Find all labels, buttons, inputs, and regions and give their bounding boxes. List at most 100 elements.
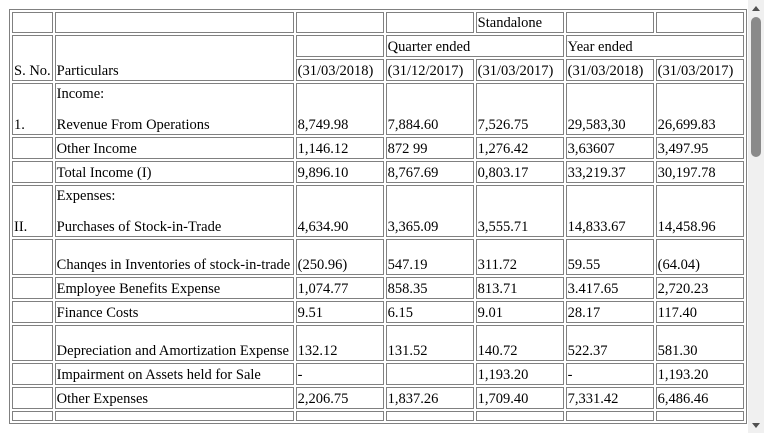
blank-cell	[385, 12, 474, 33]
value-cell	[385, 363, 474, 385]
table-row: Depreciation and Amortization Expense 13…	[12, 325, 744, 361]
particulars-cell: Expenses: Purchases of Stock-in-Trade	[54, 185, 294, 237]
value-cell: 2,720.23	[655, 277, 744, 299]
row-label: Depreciation and Amortization Expense	[54, 325, 294, 361]
sno-cell: 1.	[12, 83, 53, 135]
value-cell: 0,803.17	[475, 161, 564, 183]
value-cell: 6,486.46	[655, 387, 744, 409]
blank-cell	[295, 411, 384, 421]
scroll-up-arrow-icon[interactable]	[748, 0, 764, 16]
section-label: Income:	[56, 86, 105, 102]
blank-cell	[295, 12, 384, 33]
sno-cell	[12, 387, 53, 409]
date-header: (31/03/2017)	[475, 59, 564, 81]
value-cell: 3,497.95	[655, 137, 744, 159]
section-label: Expenses:	[56, 188, 116, 204]
value-cell: 26,699.83	[655, 83, 744, 135]
value-cell: -	[565, 363, 654, 385]
financial-results-table: Standalone S. No. Particulars Quarter en…	[9, 9, 747, 424]
value-cell: 9.51	[295, 301, 384, 323]
blank-cell	[565, 411, 654, 421]
value-cell: 9.01	[475, 301, 564, 323]
particulars-cell: Income: Revenue From Operations	[54, 83, 294, 135]
value-cell: 117.40	[655, 301, 744, 323]
value-cell: 6.15	[385, 301, 474, 323]
year-ended-header: Year ended	[565, 35, 744, 57]
value-cell: 547.19	[385, 239, 474, 275]
value-cell: 14,833.67	[565, 185, 654, 237]
value-cell: 140.72	[475, 325, 564, 361]
blank-cell	[565, 12, 654, 33]
sno-cell	[12, 137, 53, 159]
value-cell: 311.72	[475, 239, 564, 275]
value-cell: 2,206.75	[295, 387, 384, 409]
value-cell: 9,896.10	[295, 161, 384, 183]
sno-cell: II.	[12, 185, 53, 237]
row-label: Other Expenses	[54, 387, 294, 409]
particulars-header: Particulars	[54, 35, 294, 81]
value-cell: 1,074.77	[295, 277, 384, 299]
header-row-periods: S. No. Particulars Quarter ended Year en…	[12, 35, 744, 81]
header-row-dates: (31/03/2018) (31/12/2017) (31/03/2017) (…	[12, 59, 744, 81]
vertical-scrollbar[interactable]	[748, 0, 764, 433]
header-row-group: Standalone	[12, 12, 744, 33]
document-viewport: Standalone S. No. Particulars Quarter en…	[9, 9, 747, 424]
value-cell: 1,276.42	[475, 137, 564, 159]
value-cell: 7,331.42	[565, 387, 654, 409]
row-label: Finance Costs	[54, 301, 294, 323]
sno-cell	[12, 161, 53, 183]
blank-cell	[12, 12, 53, 33]
value-cell: 813.71	[475, 277, 564, 299]
value-cell: 30,197.78	[655, 161, 744, 183]
blank-cell	[54, 12, 294, 33]
blank-cell	[12, 411, 53, 421]
value-cell: 33,219.37	[565, 161, 654, 183]
date-header: (31/03/2018)	[295, 59, 384, 81]
value-cell: 1,709.40	[475, 387, 564, 409]
value-cell: 14,458.96	[655, 185, 744, 237]
value-cell: 7,526.75	[475, 83, 564, 135]
value-cell: -	[295, 363, 384, 385]
scrollbar-thumb[interactable]	[751, 17, 761, 157]
table-row: 1. Income: Revenue From Operations 8,749…	[12, 83, 744, 135]
table-row: II. Expenses: Purchases of Stock-in-Trad…	[12, 185, 744, 237]
table-row: Chanqes in Inventories of stock-in-trade…	[12, 239, 744, 275]
blank-cell	[54, 411, 294, 421]
row-label: Employee Benefits Expense	[54, 277, 294, 299]
date-header: (31/03/2017)	[655, 59, 744, 81]
value-cell: 29,583,30	[565, 83, 654, 135]
sno-header: S. No.	[12, 35, 53, 81]
value-cell: 1,193.20	[475, 363, 564, 385]
value-cell: 59.55	[565, 239, 654, 275]
value-cell: 28.17	[565, 301, 654, 323]
row-label: Other Income	[54, 137, 294, 159]
value-cell: 4,634.90	[295, 185, 384, 237]
value-cell: 3.417.65	[565, 277, 654, 299]
value-cell: 7,884.60	[385, 83, 474, 135]
blank-cell	[655, 411, 744, 421]
table-row: Impairment on Assets held for Sale - 1,1…	[12, 363, 744, 385]
blank-cell	[385, 411, 474, 421]
blank-cell	[295, 35, 384, 57]
value-cell: 8,749.98	[295, 83, 384, 135]
value-cell: 3,365.09	[385, 185, 474, 237]
quarter-ended-header: Quarter ended	[385, 35, 564, 57]
value-cell: 132.12	[295, 325, 384, 361]
value-cell: 1,193.20	[655, 363, 744, 385]
sno-cell	[12, 301, 53, 323]
table-row: Other Income 1,146.12 872 99 1,276.42 3,…	[12, 137, 744, 159]
value-cell: (250.96)	[295, 239, 384, 275]
date-header: (31/12/2017)	[385, 59, 474, 81]
table-row-cutoff	[12, 411, 744, 421]
table-row: Employee Benefits Expense 1,074.77 858.3…	[12, 277, 744, 299]
value-cell: 1,146.12	[295, 137, 384, 159]
group-title: Standalone	[475, 12, 564, 33]
table-row: Other Expenses 2,206.75 1,837.26 1,709.4…	[12, 387, 744, 409]
row-label: Purchases of Stock-in-Trade	[56, 219, 222, 235]
scroll-down-arrow-icon[interactable]	[748, 417, 764, 433]
row-label: Revenue From Operations	[56, 117, 210, 133]
row-label: Impairment on Assets held for Sale	[54, 363, 294, 385]
date-header: (31/03/2018)	[565, 59, 654, 81]
value-cell: 581.30	[655, 325, 744, 361]
value-cell: 872 99	[385, 137, 474, 159]
